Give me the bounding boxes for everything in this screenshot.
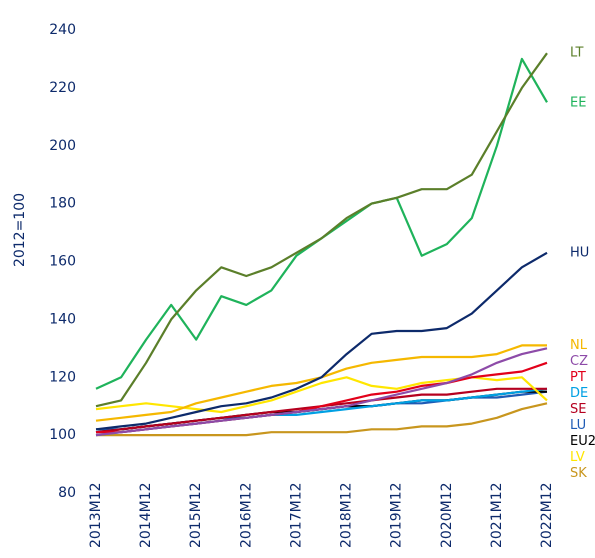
series-line xyxy=(95,52,548,408)
x-tick-label: 2020M12 xyxy=(439,482,455,548)
legend-label: EU27 xyxy=(570,434,595,449)
series-line xyxy=(95,387,547,434)
legend-label: EE xyxy=(570,96,586,111)
x-tick-label: 2017M12 xyxy=(288,482,304,548)
y-tick-label: 220 xyxy=(49,80,76,96)
y-tick-label: 80 xyxy=(58,485,76,501)
series-line xyxy=(95,251,548,431)
legend-label: LV xyxy=(570,450,585,465)
x-tick-label: 2021M12 xyxy=(489,482,505,548)
legend-label: LT xyxy=(570,46,583,61)
y-tick-label: 120 xyxy=(49,369,76,385)
y-tick-label: 180 xyxy=(49,196,76,212)
legend-label: NL xyxy=(570,338,588,353)
x-tick-label: 2013M12 xyxy=(88,482,104,548)
x-tick-label: 2016M12 xyxy=(238,482,254,548)
y-tick-label: 100 xyxy=(49,427,76,443)
legend-label: LU xyxy=(570,418,586,433)
y-tick-label: 240 xyxy=(49,22,76,38)
x-tick-label: 2019M12 xyxy=(389,482,405,548)
y-tick-label: 160 xyxy=(49,254,76,270)
y-tick-label: 140 xyxy=(49,311,76,327)
legend-label: HU xyxy=(570,245,589,260)
x-tick-label: 2022M12 xyxy=(539,482,555,548)
y-tick-label: 200 xyxy=(49,138,76,154)
y-axis-label: 2012=100 xyxy=(12,193,28,267)
x-tick-label: 2015M12 xyxy=(188,482,204,548)
legend-label: PT xyxy=(570,370,586,385)
legend-label: SE xyxy=(570,402,586,417)
series-line xyxy=(95,347,548,437)
series-line xyxy=(95,57,548,390)
x-tick-label: 2014M12 xyxy=(138,482,154,548)
series-line xyxy=(96,402,548,437)
legend-label: SK xyxy=(570,466,587,481)
x-tick-label: 2018M12 xyxy=(339,482,355,548)
legend-label: CZ xyxy=(570,354,588,369)
legend-label: DE xyxy=(570,386,588,401)
